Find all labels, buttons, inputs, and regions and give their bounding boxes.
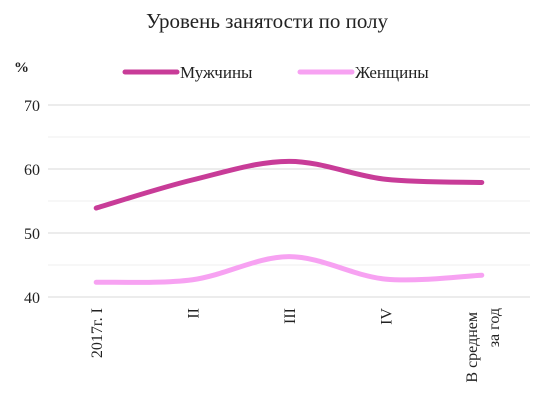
y-tick-label: 50 <box>24 226 40 243</box>
legend-label: Женщины <box>355 63 429 82</box>
legend-label: Мужчины <box>180 63 253 82</box>
series-line <box>93 158 485 211</box>
x-tick-label: В среднем за год <box>464 308 503 383</box>
series-line <box>93 254 485 285</box>
x-tick-label: II <box>186 308 203 319</box>
y-tick-label: 60 <box>24 162 40 179</box>
x-tick-label: 2017г. I <box>89 308 106 358</box>
y-tick-label: 40 <box>24 290 40 307</box>
y-tick-label: 70 <box>24 98 40 115</box>
x-tick-label: IV <box>378 308 395 325</box>
x-tick-label: III <box>282 308 299 324</box>
y-axis-label: % <box>14 60 29 76</box>
chart-title: Уровень занятости по полу <box>146 9 389 33</box>
